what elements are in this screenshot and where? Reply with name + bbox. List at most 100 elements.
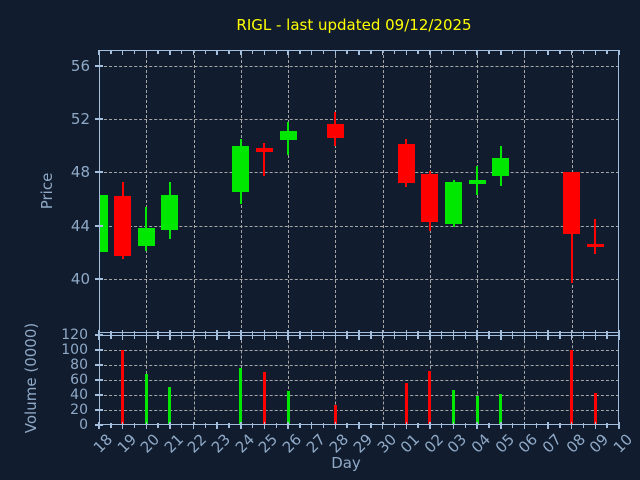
axis-tick (95, 224, 103, 227)
axis-tick (95, 379, 103, 381)
axis-tick (169, 50, 171, 55)
axis-tick (121, 421, 124, 429)
axis-tick (275, 330, 278, 336)
axis-tick (570, 50, 573, 55)
axis-tick (145, 332, 148, 340)
axis-tick (452, 50, 455, 55)
axis-tick (488, 330, 490, 336)
volume-bar-04 (475, 395, 479, 425)
axis-tick (559, 422, 561, 428)
axis-tick (240, 421, 242, 429)
axis-tick (594, 421, 597, 429)
gridline-day-30 (382, 50, 384, 333)
candle-body-24 (232, 145, 250, 193)
axis-tick (216, 50, 218, 55)
day-tick-label: 30 (373, 430, 400, 457)
axis-tick (95, 349, 103, 351)
volume-tick-label: 120 (61, 326, 88, 343)
axis-tick (358, 50, 360, 55)
gridline-volume-80 (99, 365, 619, 366)
volume-bar-08 (570, 350, 574, 425)
candle-body-25 (255, 148, 273, 153)
axis-tick (310, 421, 313, 429)
axis-tick (110, 50, 112, 54)
axis-tick (157, 422, 159, 428)
gridline-volume-60 (99, 380, 619, 381)
axis-tick (535, 333, 538, 339)
axis-tick (582, 422, 585, 428)
axis-tick (606, 422, 608, 428)
gridline-volume-20 (99, 410, 619, 411)
axis-tick (464, 50, 467, 54)
axis-tick (133, 422, 136, 428)
axis-tick (228, 50, 230, 54)
axis-tick (263, 50, 266, 55)
axis-tick (275, 333, 278, 339)
volume-bar-19 (121, 350, 125, 425)
volume-tick-label: 40 (70, 386, 88, 403)
axis-tick (157, 333, 159, 339)
volume-tick-label: 80 (70, 356, 88, 373)
price-tick-label: 56 (70, 56, 90, 75)
axis-tick (500, 421, 502, 429)
axis-tick (393, 330, 396, 336)
axis-tick (145, 421, 148, 429)
volume-tick-label: 20 (70, 401, 88, 418)
axis-tick (440, 50, 443, 54)
axis-tick (606, 50, 608, 54)
price-tick-label: 40 (70, 270, 90, 289)
axis-tick (582, 330, 585, 336)
axis-tick (204, 422, 207, 428)
volume-bar-24 (239, 368, 243, 425)
gridline-day-26 (288, 50, 290, 333)
gridline-day-26 (288, 335, 290, 425)
axis-tick (240, 332, 242, 340)
day-tick-label: 01 (397, 430, 424, 457)
axis-tick (393, 333, 396, 339)
axis-tick (95, 394, 103, 396)
gridline-volume-100 (99, 350, 619, 351)
axis-tick (322, 50, 325, 54)
axis-tick (500, 50, 502, 55)
day-tick-label: 10 (609, 430, 637, 457)
volume-bar-02 (428, 371, 432, 425)
axis-tick (429, 50, 431, 55)
axis-tick (370, 50, 372, 54)
axis-tick (618, 50, 620, 55)
axis-tick (322, 333, 325, 339)
axis-tick (417, 330, 419, 336)
gridline-day-20 (146, 50, 148, 333)
axis-tick (216, 421, 218, 429)
axis-tick (405, 421, 408, 429)
candle-body-01 (397, 144, 415, 184)
day-tick-label: 23 (207, 430, 235, 457)
axis-tick (464, 330, 467, 336)
day-tick-label: 09 (586, 430, 613, 457)
axis-tick (511, 330, 514, 336)
axis-tick (157, 50, 159, 54)
axis-tick (299, 330, 301, 336)
axis-tick (180, 50, 183, 54)
volume-bar-25 (262, 371, 266, 425)
axis-tick (192, 50, 195, 55)
day-tick-label: 07 (538, 430, 566, 457)
axis-tick (169, 332, 171, 340)
volume-bar-26 (286, 390, 290, 425)
gridline-price-48 (99, 172, 619, 174)
candle-body-02 (421, 173, 439, 222)
axis-tick (476, 50, 478, 55)
axis-tick (559, 333, 561, 339)
axis-tick (180, 333, 183, 339)
axis-tick (582, 50, 585, 54)
axis-tick (334, 332, 337, 340)
axis-tick (452, 421, 455, 429)
day-tick-label: 24 (231, 430, 258, 457)
axis-tick (228, 333, 230, 339)
gridline-day-22 (193, 50, 195, 333)
price-axis-label: Price (38, 172, 56, 210)
day-tick-label: 03 (444, 430, 471, 457)
axis-tick (133, 333, 136, 339)
axis-tick (299, 50, 301, 54)
axis-tick (381, 421, 384, 429)
axis-tick (370, 330, 372, 336)
